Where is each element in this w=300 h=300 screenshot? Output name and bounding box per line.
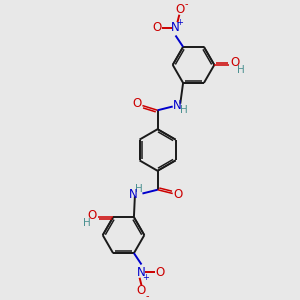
Text: N: N xyxy=(129,188,137,201)
Text: H: H xyxy=(237,64,245,75)
Text: O: O xyxy=(156,266,165,279)
Text: O: O xyxy=(176,2,185,16)
Text: O: O xyxy=(88,209,97,222)
Text: O: O xyxy=(230,56,240,70)
Text: O: O xyxy=(137,284,146,298)
Text: O: O xyxy=(152,21,161,34)
Text: +: + xyxy=(176,18,183,27)
Text: -: - xyxy=(146,291,149,300)
Text: N: N xyxy=(137,266,146,279)
Text: N: N xyxy=(171,21,180,34)
Text: H: H xyxy=(180,105,188,115)
Text: N: N xyxy=(173,99,182,112)
Text: H: H xyxy=(83,218,91,228)
Text: O: O xyxy=(132,97,141,110)
Text: -: - xyxy=(184,0,188,9)
Text: H: H xyxy=(135,184,142,194)
Text: +: + xyxy=(142,273,149,282)
Text: O: O xyxy=(174,188,183,201)
